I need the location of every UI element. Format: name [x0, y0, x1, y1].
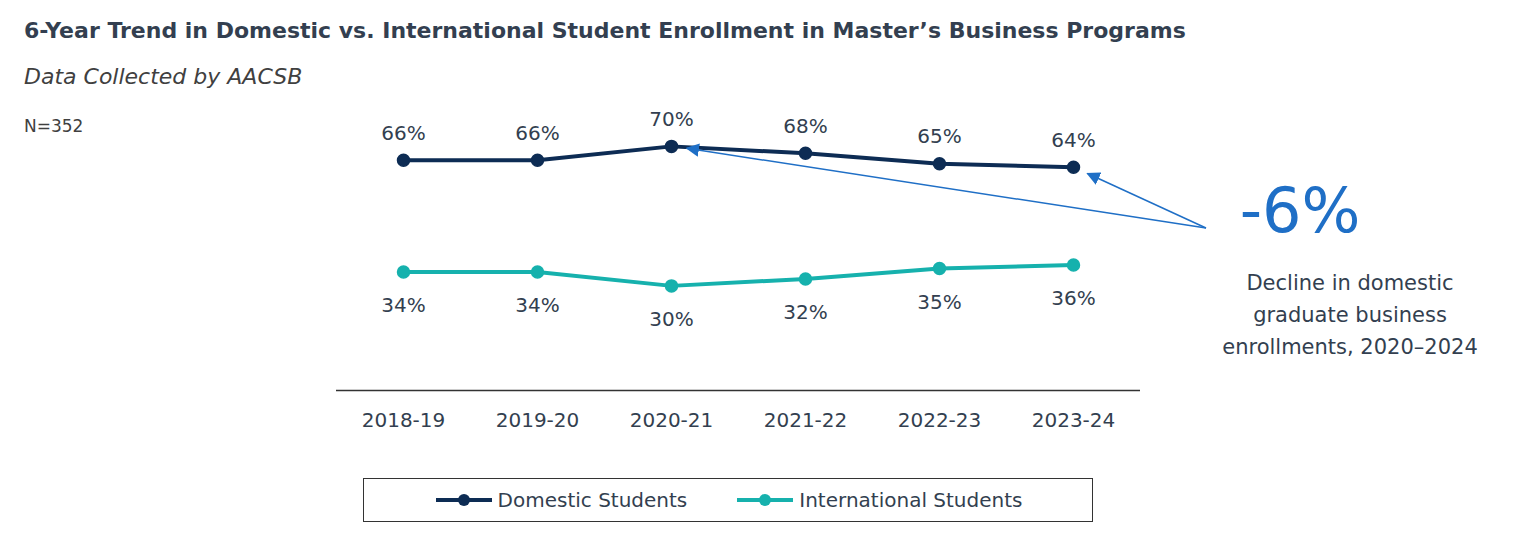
- svg-text:68%: 68%: [783, 114, 827, 138]
- svg-text:2019-20: 2019-20: [496, 408, 580, 432]
- html-text:N=352: N=352: [24, 116, 84, 136]
- svg-text:2023-24: 2023-24: [1032, 408, 1116, 432]
- svg-text:-6%: -6%: [1240, 174, 1361, 247]
- svg-text:Decline in domesticgraduate bu: Decline in domesticgraduate businessenro…: [1222, 271, 1478, 359]
- html-text:Data Collected by AACSB: Data Collected by AACSB: [24, 64, 303, 89]
- svg-text:30%: 30%: [649, 307, 693, 331]
- svg-text:70%: 70%: [649, 107, 693, 131]
- svg-text:66%: 66%: [381, 121, 425, 145]
- svg-text:32%: 32%: [783, 300, 827, 324]
- svg-text:66%: 66%: [515, 121, 559, 145]
- svg-text:2018-19: 2018-19: [362, 408, 446, 432]
- svg-text:2020-21: 2020-21: [630, 408, 714, 432]
- svg-text:64%: 64%: [1051, 128, 1095, 152]
- html-text:6-Year Trend in Domestic vs. I: 6-Year Trend in Domestic vs. Internation…: [24, 18, 1186, 43]
- svg-text:2021-22: 2021-22: [764, 408, 848, 432]
- svg-text:34%: 34%: [381, 293, 425, 317]
- svg-text:35%: 35%: [917, 290, 961, 314]
- svg-text:65%: 65%: [917, 124, 961, 148]
- html-text:Domestic Students: Domestic Students: [497, 488, 688, 512]
- svg-text:34%: 34%: [515, 293, 559, 317]
- svg-text:36%: 36%: [1051, 286, 1095, 310]
- html-text:International Students: International Students: [799, 488, 1023, 512]
- svg-text:2022-23: 2022-23: [898, 408, 982, 432]
